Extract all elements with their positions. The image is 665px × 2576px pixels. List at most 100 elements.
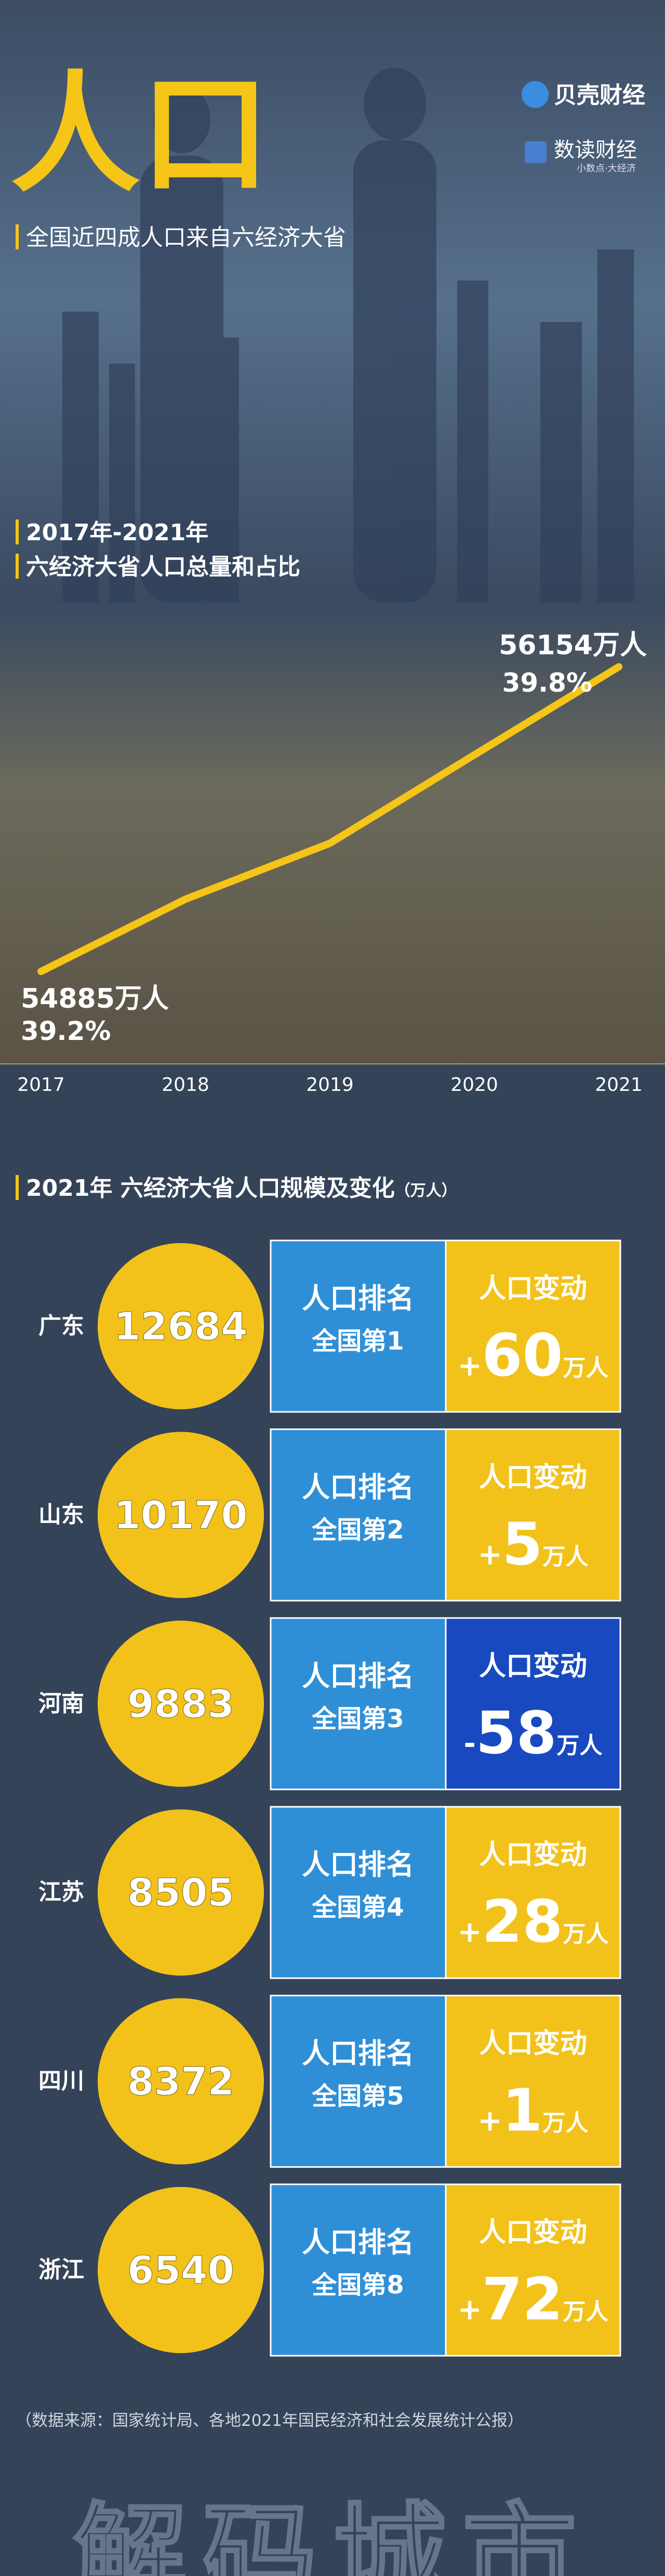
rank-box xyxy=(270,1806,447,1979)
province: 四川 xyxy=(38,2068,84,2094)
change-amount: 1 xyxy=(502,2077,542,2145)
rank: 全国第3 xyxy=(311,1704,404,1733)
accent-bar xyxy=(16,554,19,579)
change-amount: 5 xyxy=(502,1511,542,1578)
change-heading: 人口变动 xyxy=(479,1651,587,1682)
rank-heading: 人口排名 xyxy=(302,2037,414,2070)
x-tick-label: 2021 xyxy=(595,1074,643,1096)
change-heading: 人口变动 xyxy=(479,2028,587,2060)
section-title-text: 2021年 六经济大省人口规模及变化 xyxy=(26,1175,395,1202)
rank: 全国第8 xyxy=(311,2271,404,2300)
change-box xyxy=(445,2183,621,2357)
change-unit: 万人 xyxy=(542,2110,588,2137)
change: +1万人 xyxy=(478,2077,589,2145)
population-circle xyxy=(98,1998,264,2165)
accent-bar xyxy=(16,224,19,249)
change-unit: 万人 xyxy=(542,1543,588,1570)
accent-bar xyxy=(16,519,19,544)
population-circle xyxy=(98,1809,264,1976)
change-sign: + xyxy=(478,1538,502,1571)
watermark: 解码城市 xyxy=(73,2491,592,2576)
section-unit: （万人） xyxy=(395,1182,457,1200)
rank-heading: 人口排名 xyxy=(302,1660,414,1692)
province: 山东 xyxy=(38,1501,84,1528)
change: +60万人 xyxy=(458,1322,609,1390)
change-sign: + xyxy=(458,1915,482,1949)
change-box xyxy=(445,1806,621,1979)
population: 10170 xyxy=(114,1493,247,1538)
title: 人口 xyxy=(10,59,270,210)
change-heading: 人口变动 xyxy=(479,2217,587,2248)
change: +5万人 xyxy=(478,1511,589,1578)
province: 广东 xyxy=(38,1313,84,1339)
change-unit: 万人 xyxy=(563,1921,608,1947)
change-box xyxy=(445,1617,621,1791)
change-sign: - xyxy=(463,1727,475,1760)
share-label: 39.2% xyxy=(21,1016,111,1046)
change-unit: 万人 xyxy=(563,1355,608,1381)
change-box xyxy=(445,1995,621,2168)
rank: 全国第5 xyxy=(311,2082,404,2111)
change: +72万人 xyxy=(458,2266,609,2333)
change-box xyxy=(445,1239,621,1413)
change: -58万人 xyxy=(463,1700,602,1767)
population: 8505 xyxy=(127,1871,234,1915)
subtitle: 全国近四成人口来自六经济大省 xyxy=(26,224,346,251)
chart-heading: 2017年-2021年 xyxy=(26,519,208,546)
line xyxy=(37,663,622,976)
source: （数据来源：国家统计局、各地2021年国民经济和社会发展统计公报） xyxy=(16,2411,524,2430)
x-tick-label: 2019 xyxy=(306,1074,354,1096)
change-heading: 人口变动 xyxy=(479,1839,587,1871)
section-title: 2021年 六经济大省人口规模及变化（万人） xyxy=(26,1175,457,1202)
change-amount: 28 xyxy=(482,1888,563,1956)
logo-tagline: 小数点·大经济 xyxy=(577,163,636,174)
rank-box xyxy=(270,2183,447,2357)
population: 12684 xyxy=(114,1304,247,1349)
change-sign: + xyxy=(478,2104,502,2138)
change-heading: 人口变动 xyxy=(479,1273,587,1304)
population-circle xyxy=(98,1620,264,1787)
x-tick-label: 2018 xyxy=(162,1074,209,1096)
change-unit: 万人 xyxy=(563,2299,608,2325)
rank-heading: 人口排名 xyxy=(302,1848,414,1881)
skyline xyxy=(62,68,634,603)
rank-box xyxy=(270,1995,447,2168)
rank-heading: 人口排名 xyxy=(302,1471,414,1503)
chart-bg xyxy=(0,603,665,1065)
population-circle xyxy=(98,1432,264,1598)
rank-box xyxy=(270,1239,447,1413)
change-amount: 60 xyxy=(482,1322,563,1390)
value-label: 54885万人 xyxy=(21,983,169,1015)
population: 8372 xyxy=(127,2060,234,2104)
rank-box xyxy=(270,1617,447,1791)
province: 江苏 xyxy=(38,1879,84,1905)
rank-box xyxy=(270,1428,447,1601)
rank: 全国第1 xyxy=(311,1327,404,1356)
province: 河南 xyxy=(38,1690,84,1717)
change-amount: 58 xyxy=(476,1700,557,1767)
change-amount: 72 xyxy=(482,2266,563,2333)
rank-heading: 人口排名 xyxy=(302,1282,414,1315)
change: +28万人 xyxy=(458,1888,609,1956)
change-heading: 人口变动 xyxy=(479,1462,587,1493)
x-tick-label: 2020 xyxy=(450,1074,498,1096)
change-box xyxy=(445,1428,621,1601)
x-tick-label: 2017 xyxy=(17,1074,65,1096)
logo-icon xyxy=(522,81,549,108)
share-label: 39.8% xyxy=(502,668,592,698)
accent-bar xyxy=(16,1175,19,1200)
population: 6540 xyxy=(127,2248,234,2293)
logo: 数读财经 xyxy=(554,138,637,162)
rank-heading: 人口排名 xyxy=(302,2226,414,2259)
logo-icon xyxy=(525,141,547,163)
rank: 全国第2 xyxy=(311,1515,404,1544)
rank: 全国第4 xyxy=(311,1893,404,1922)
population: 9883 xyxy=(127,1682,234,1727)
population-circle xyxy=(98,1243,264,1409)
chart-heading: 六经济大省人口总量和占比 xyxy=(26,554,300,580)
population-circle xyxy=(98,2187,264,2353)
logo: 贝壳财经 xyxy=(554,82,645,109)
change-sign: + xyxy=(458,1349,482,1383)
change-unit: 万人 xyxy=(557,1732,603,1759)
